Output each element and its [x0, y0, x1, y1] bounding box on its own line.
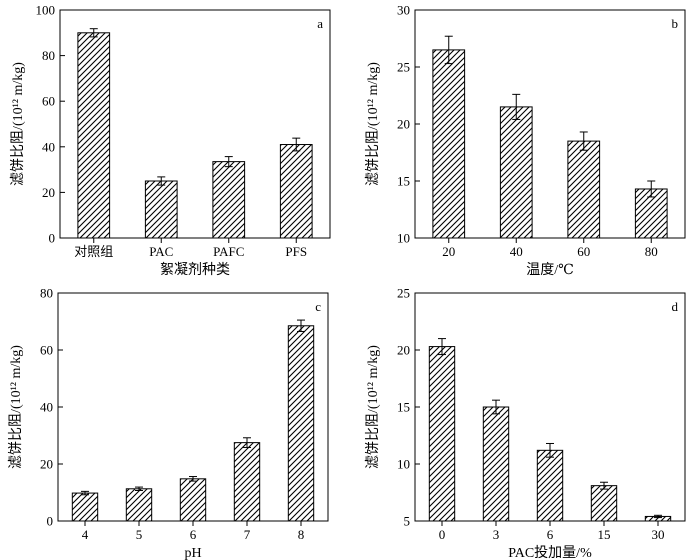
panel-label: c [315, 299, 321, 314]
x-axis-label: 絮凝剂种类 [160, 261, 230, 278]
x-tick-label: 0 [439, 527, 446, 542]
y-tick-label: 0 [49, 231, 56, 246]
y-tick-label: 40 [42, 139, 55, 154]
bar [432, 49, 466, 239]
bar [279, 144, 313, 239]
y-tick-label: 20 [42, 185, 55, 200]
x-axis-label: pH [184, 546, 201, 560]
x-tick-label: 40 [510, 244, 523, 259]
panel-label: d [672, 299, 679, 314]
plot-frame [59, 9, 331, 239]
y-axis-label: 滤饼比阻/(10¹² m/kg) [8, 345, 24, 469]
y-tick-label: 100 [36, 3, 56, 18]
bar [71, 492, 99, 522]
bar [212, 161, 246, 239]
y-tick-label: 40 [40, 400, 53, 415]
y-tick-label: 20 [40, 457, 53, 472]
x-tick-label: 对照组 [74, 244, 113, 259]
x-tick-label: 7 [244, 527, 251, 542]
bar [428, 346, 456, 522]
y-tick-label: 80 [42, 48, 55, 63]
bar [77, 32, 111, 239]
y-axis-label: 滤饼比阻/(10¹² m/kg) [365, 62, 381, 186]
bar [482, 406, 510, 522]
bar [590, 485, 618, 522]
x-axis-label: 温度/℃ [526, 262, 574, 278]
y-tick-label: 25 [397, 286, 410, 301]
x-tick-label: 5 [136, 527, 143, 542]
x-tick-label: 8 [298, 527, 305, 542]
chart-panel-d: 5 10 15 20 25 0 3 6 15 30 d PAC投加量/% 滤饼比阻/(10¹² m/kg… [365, 286, 686, 560]
y-tick-label: 30 [397, 3, 410, 18]
x-tick-label: 30 [652, 527, 665, 542]
x-tick-label: 15 [598, 527, 611, 542]
y-tick-label: 60 [40, 343, 53, 358]
y-tick-label: 10 [397, 457, 410, 472]
x-tick-label: PFS [285, 244, 307, 259]
x-tick-label: 20 [442, 244, 455, 259]
x-tick-label: 4 [82, 527, 89, 542]
x-axis-label: PAC投加量/% [508, 545, 592, 560]
bar [144, 180, 178, 239]
panel-label: a [317, 16, 323, 31]
y-tick-label: 5 [404, 514, 411, 529]
y-tick-label: 15 [397, 400, 410, 415]
y-axis-label: 滤饼比阻/(10¹² m/kg) [10, 62, 26, 186]
bar [499, 106, 533, 239]
chart-panel-c: 0 20 40 60 80 4 5 6 7 8 c pH 滤饼比阻/(10¹² m/kg) [8, 286, 329, 560]
y-tick-label: 80 [40, 286, 53, 301]
bar [179, 478, 207, 522]
x-tick-label: 6 [547, 527, 554, 542]
chart-panel-b: 10 15 20 25 30 20 40 60 80 b 温度/℃ 滤饼比阻/(10¹² m/kg) [365, 3, 686, 278]
x-tick-label: PAFC [213, 244, 244, 259]
y-tick-label: 0 [47, 514, 54, 529]
bar [233, 442, 261, 522]
bar [287, 325, 315, 522]
chart-panel-a: 0 20 40 60 80 100 对照组 PAC PAFC PFS a 絮凝剂种类 滤饼比阻/(10¹… [10, 3, 331, 278]
x-tick-label: 6 [190, 527, 197, 542]
x-tick-label: 3 [493, 527, 500, 542]
y-tick-label: 60 [42, 94, 55, 109]
y-tick-label: 20 [397, 117, 410, 132]
y-tick-label: 25 [397, 60, 410, 75]
x-tick-label: 60 [577, 244, 590, 259]
bar [125, 488, 153, 522]
panel-label: b [672, 16, 679, 31]
x-tick-label: 80 [645, 244, 658, 259]
y-tick-label: 10 [397, 231, 410, 246]
y-tick-label: 15 [397, 174, 410, 189]
bar [567, 140, 601, 239]
x-tick-label: PAC [149, 244, 173, 259]
y-axis-label: 滤饼比阻/(10¹² m/kg) [365, 345, 381, 469]
bar [536, 449, 564, 522]
y-tick-label: 20 [397, 343, 410, 358]
